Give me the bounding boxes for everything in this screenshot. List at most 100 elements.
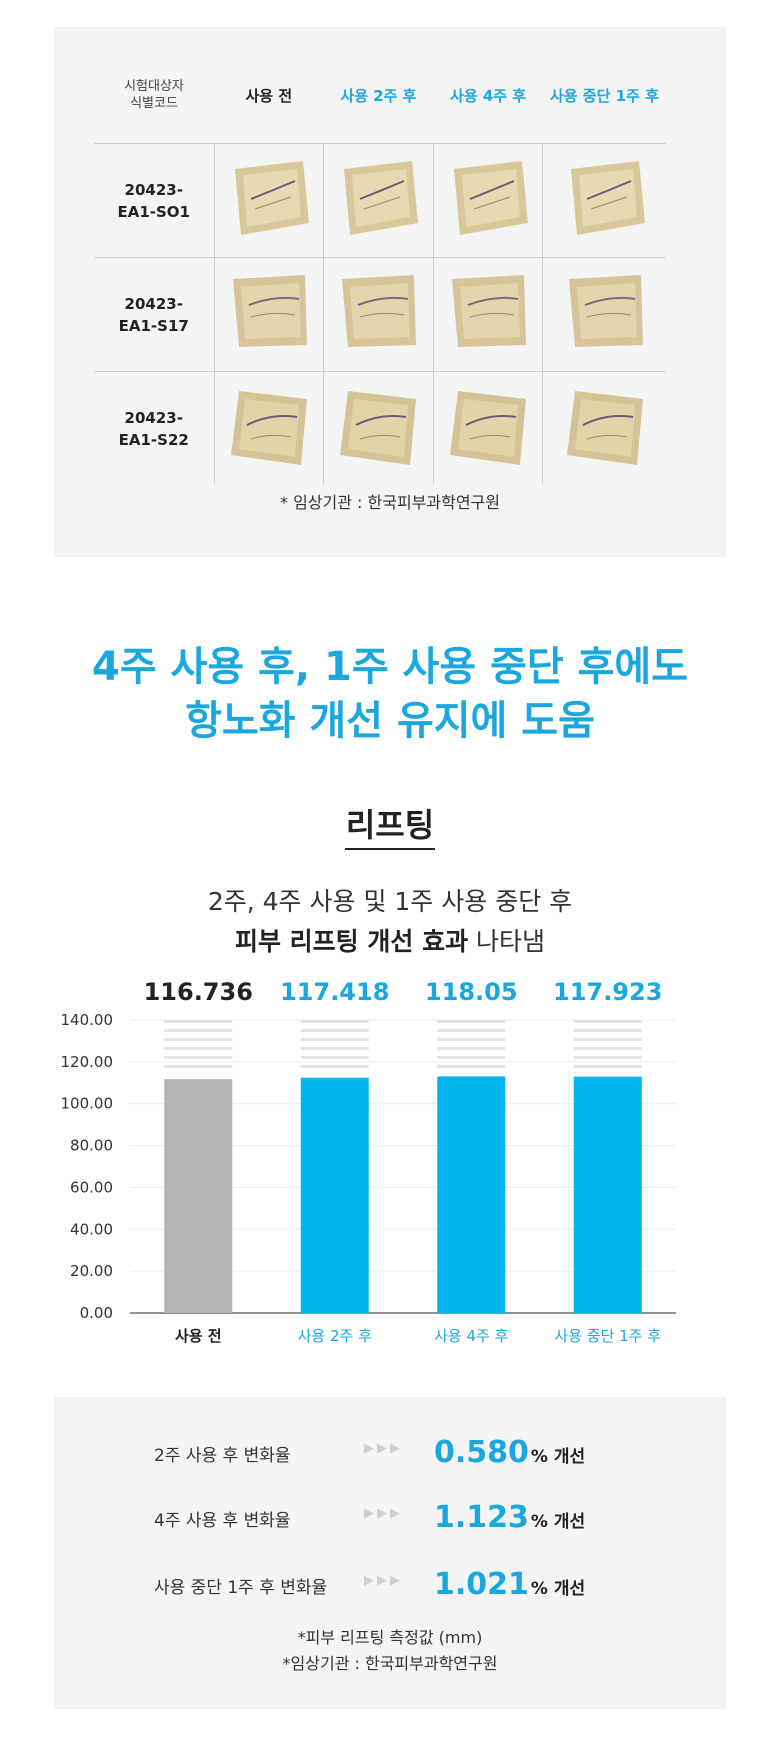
- triple-chevron-icon: ▶▶▶: [364, 1506, 403, 1521]
- bar-stripe: [300, 1047, 369, 1050]
- photo-cell: [432, 371, 543, 485]
- bar-stripe: [164, 1038, 233, 1041]
- photo-cell: [213, 371, 324, 485]
- stat-unit: % 개선: [530, 1512, 586, 1532]
- bar-stripe: [573, 1020, 642, 1023]
- stat-unit: % 개선: [530, 1579, 586, 1599]
- data-label: 118.05: [425, 980, 518, 1006]
- subject-code-line1: 20423-: [124, 408, 183, 427]
- table-row: 20423- EA1-S22: [94, 371, 666, 485]
- section-title: 리프팅: [345, 806, 435, 844]
- results-photo-panel: 시험대상자 식별코드 사용 전 사용 2주 후 사용 4주 후 사용 중단 1주…: [54, 27, 726, 557]
- stat-row: 사용 중단 1주 후 변화율 ▶▶▶ 1.021% 개선: [54, 1567, 726, 1607]
- skin-photo: [344, 160, 419, 235]
- y-tick-label: 80.00: [70, 1137, 113, 1155]
- triple-chevron-icon: ▶▶▶: [364, 1573, 403, 1588]
- photo-cell: [542, 143, 666, 258]
- lifting-bar-chart: 0.00 20.00 40.00 60.00 80.00 100.00 120.00 140.…: [61, 980, 676, 1345]
- triple-chevron-icon: ▶▶▶: [364, 1441, 403, 1456]
- bar-stripe: [300, 1020, 369, 1023]
- footnote-institution: *임상기관 : 한국피부과학연구원: [282, 1654, 498, 1673]
- bar: [573, 1076, 642, 1313]
- bar-stripe: [164, 1047, 233, 1050]
- section-subtitle-rest: 나타냄: [468, 927, 546, 956]
- bar-stripe: [300, 1029, 369, 1032]
- institution-footnote: * 임상기관 : 한국피부과학연구원: [279, 493, 500, 512]
- skin-photo: [234, 160, 309, 235]
- bar-stripe: [573, 1047, 642, 1050]
- bar-stripe: [164, 1020, 233, 1023]
- bar-stripe: [164, 1056, 233, 1059]
- skin-photo: [570, 160, 645, 235]
- y-tick-label: 40.00: [70, 1220, 113, 1238]
- skin-photo: [232, 274, 307, 347]
- skin-photo: [450, 390, 527, 465]
- bar-stripe: [437, 1056, 506, 1059]
- bar-stripe: [164, 1029, 233, 1032]
- skin-photo: [566, 390, 643, 465]
- bar-stripe: [573, 1065, 642, 1068]
- subject-code: 20423- EA1-S17: [94, 257, 214, 372]
- bar-stripe: [300, 1038, 369, 1041]
- stat-label: 2주 사용 후 변화율: [154, 1446, 291, 1466]
- column-header-stop1: 사용 중단 1주 후: [542, 47, 666, 144]
- bar: [164, 1079, 233, 1313]
- skin-photo: [568, 274, 643, 347]
- stat-number: 1.123: [434, 1500, 529, 1535]
- y-tick-label: 140.00: [61, 1011, 114, 1029]
- skin-photo: [340, 390, 417, 465]
- bar-stripe: [573, 1038, 642, 1041]
- photo-cell: [323, 257, 434, 372]
- photo-cell: [323, 371, 434, 485]
- column-header-before: 사용 전: [214, 47, 324, 144]
- bar-stripe: [437, 1020, 506, 1023]
- results-photo-table: 시험대상자 식별코드 사용 전 사용 2주 후 사용 4주 후 사용 중단 1주…: [94, 47, 666, 485]
- section-subtitle-bold: 피부 리프팅 개선 효과: [234, 927, 469, 956]
- data-label: 117.923: [553, 980, 662, 1006]
- subject-code-line2: EA1-S22: [118, 430, 189, 449]
- stat-value: 1.123% 개선: [434, 1500, 585, 1535]
- data-label: 116.736: [144, 980, 253, 1006]
- table-header-row: 시험대상자 식별코드 사용 전 사용 2주 후 사용 4주 후 사용 중단 1주…: [94, 47, 666, 144]
- subject-code-line1: 20423-: [124, 180, 183, 199]
- headline-line2: 항노화 개선 유지에 도움: [185, 698, 595, 744]
- bar-stripe: [300, 1056, 369, 1059]
- column-header-week4: 사용 4주 후: [433, 47, 543, 144]
- column-header-code-line1: 시험대상자: [124, 79, 184, 94]
- y-tick-label: 20.00: [70, 1262, 113, 1280]
- stat-row: 2주 사용 후 변화율 ▶▶▶ 0.580% 개선: [54, 1435, 726, 1475]
- x-tick-label: 사용 중단 1주 후: [554, 1327, 661, 1345]
- bar-stripe: [573, 1056, 642, 1059]
- column-header-code-line2: 식별코드: [130, 96, 178, 111]
- column-header-code: 시험대상자 식별코드: [94, 47, 214, 144]
- skin-photo: [342, 274, 417, 347]
- stat-row: 4주 사용 후 변화율 ▶▶▶ 1.123% 개선: [54, 1500, 726, 1540]
- y-tick-label: 120.00: [61, 1053, 114, 1071]
- subject-code-line1: 20423-: [124, 294, 183, 313]
- change-rate-panel: 2주 사용 후 변화율 ▶▶▶ 0.580% 개선 4주 사용 후 변화율 ▶▶…: [54, 1397, 726, 1709]
- section-subtitle-line2: 피부 리프팅 개선 효과 나타냄: [0, 922, 780, 958]
- stat-label: 4주 사용 후 변화율: [154, 1511, 291, 1531]
- stat-value: 0.580% 개선: [434, 1435, 585, 1470]
- y-tick-label: 100.00: [61, 1095, 114, 1113]
- bar-stripe: [573, 1029, 642, 1032]
- x-tick-label: 사용 4주 후: [434, 1327, 508, 1345]
- footnote-measurement: *피부 리프팅 측정값 (mm): [297, 1628, 483, 1647]
- bar: [300, 1077, 369, 1313]
- stat-value: 1.021% 개선: [434, 1567, 585, 1602]
- photo-cell: [213, 257, 324, 372]
- skin-photo: [230, 390, 307, 465]
- table-row: 20423- EA1-S17: [94, 257, 666, 372]
- table-row: 20423- EA1-SO1: [94, 143, 666, 258]
- bar-stripe: [437, 1065, 506, 1068]
- photo-cell: [542, 371, 666, 485]
- photo-cell: [432, 257, 543, 372]
- headline: 4주 사용 후, 1주 사용 중단 후에도 항노화 개선 유지에 도움: [0, 640, 780, 748]
- stat-label: 사용 중단 1주 후 변화율: [154, 1578, 328, 1598]
- stat-number: 1.021: [434, 1567, 529, 1602]
- bar-stripe: [164, 1065, 233, 1068]
- photo-cell: [432, 143, 543, 258]
- subject-code-line2: EA1-SO1: [117, 202, 190, 221]
- bar-stripe: [437, 1038, 506, 1041]
- photo-cell: [323, 143, 434, 258]
